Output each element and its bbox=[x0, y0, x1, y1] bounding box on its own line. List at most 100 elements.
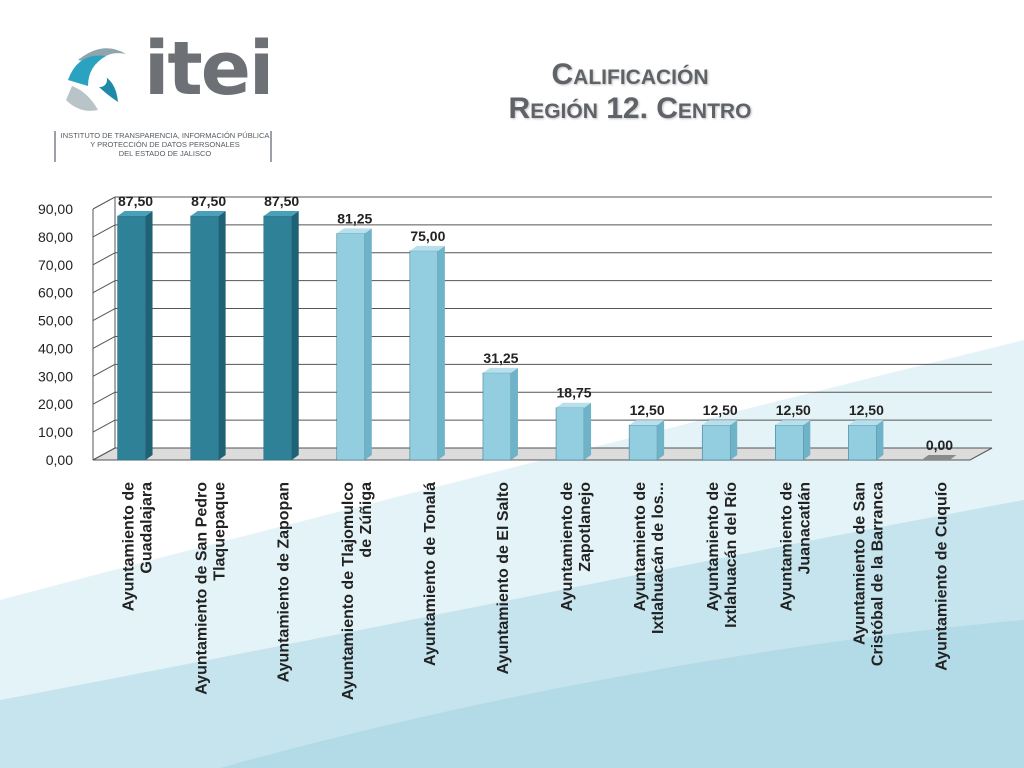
slide-title: Calificación Región 12. Centro bbox=[380, 58, 880, 126]
bar-side bbox=[437, 245, 445, 460]
category-label-line: Ayuntamiento de bbox=[778, 482, 795, 611]
bar-top bbox=[775, 420, 811, 426]
bar-top bbox=[190, 210, 226, 216]
bar-side bbox=[876, 420, 884, 460]
category-label: Ayuntamiento deJuanacatlán bbox=[778, 482, 813, 611]
category-label: Ayuntamiento de San PedroTlaquepaque bbox=[194, 482, 229, 695]
logo-swirl-icon bbox=[66, 48, 126, 111]
y-tick-label: 70,00 bbox=[38, 257, 73, 273]
category-label: Ayuntamiento de Tonalá bbox=[422, 482, 439, 666]
bar-top bbox=[117, 210, 153, 216]
category-label: Ayuntamiento deIxtlahuacán de los... bbox=[632, 482, 667, 634]
category-label: Ayuntamiento deZapotlanejo bbox=[559, 482, 594, 611]
y-tick-label: 20,00 bbox=[38, 396, 73, 412]
bar-top bbox=[336, 228, 372, 234]
data-label: 12,50 bbox=[776, 402, 811, 418]
bar bbox=[555, 407, 585, 461]
data-label: 0,00 bbox=[926, 437, 953, 453]
gridline-side bbox=[92, 391, 116, 405]
bar-zero bbox=[921, 455, 957, 460]
bar bbox=[190, 215, 219, 461]
category-label-line: Cristóbal de la Barranca bbox=[869, 482, 886, 666]
data-label: 87,50 bbox=[264, 193, 299, 209]
category-label-line: Ayuntamiento de bbox=[705, 482, 722, 611]
bar bbox=[848, 424, 877, 461]
bar-side bbox=[584, 402, 592, 460]
gridline-side bbox=[92, 363, 116, 377]
category-label-line: Ayuntamiento de bbox=[121, 482, 138, 611]
category-label-line: Zapotlanejo bbox=[577, 482, 594, 572]
data-label: 87,50 bbox=[191, 193, 226, 209]
y-tick-label: 50,00 bbox=[38, 313, 73, 329]
category-label: Ayuntamiento deIxtlahuacán del Río bbox=[705, 482, 740, 628]
bar-side bbox=[510, 367, 518, 460]
gridline-side bbox=[92, 224, 116, 238]
bar bbox=[775, 424, 804, 461]
background-wave-dark bbox=[220, 620, 1024, 768]
bar bbox=[628, 424, 658, 461]
category-label-line: Juanacatlán bbox=[796, 482, 813, 574]
y-tick-label: 30,00 bbox=[38, 368, 73, 384]
category-label-line: Ixtlahuacán de los... bbox=[650, 482, 667, 634]
logo-divider-left bbox=[54, 131, 56, 162]
category-label-line: de Zúñiga bbox=[358, 482, 375, 558]
category-label-line: Ayuntamiento de Zapopan bbox=[276, 482, 293, 682]
data-label: 31,25 bbox=[483, 350, 518, 366]
logo-institution-name: INSTITUTO DE TRANSPARENCIA, INFORMACIÓN … bbox=[60, 131, 270, 158]
logo-subtitle-line: Y PROTECCIÓN DE DATOS PERSONALES bbox=[90, 140, 240, 149]
data-label: 18,75 bbox=[557, 385, 592, 401]
category-label: Ayuntamiento deGuadalajara bbox=[121, 482, 156, 611]
bar-top bbox=[409, 245, 445, 251]
category-label-line: Tlaquepaque bbox=[212, 482, 229, 581]
bar-chart: 0,00 10,00 20,00 30,00 40,00 50,00 60,00 70,00 8… bbox=[38, 193, 993, 700]
category-label: Ayuntamiento de Tlajomulcode Zúñiga bbox=[340, 482, 375, 700]
bar-top bbox=[848, 420, 884, 426]
logo-wordmark: itei bbox=[144, 26, 274, 112]
gridline-side bbox=[92, 252, 116, 266]
y-tick-label: 0,00 bbox=[46, 452, 73, 468]
bar-side bbox=[145, 210, 153, 460]
data-label: 12,50 bbox=[849, 402, 884, 418]
bar-side bbox=[364, 228, 372, 460]
category-label-line: Ayuntamiento de El Salto bbox=[495, 482, 512, 675]
y-tick-label: 60,00 bbox=[38, 285, 73, 301]
category-label-line: Ayuntamiento de Tlajomulco bbox=[340, 482, 357, 700]
data-label: 75,00 bbox=[410, 228, 445, 244]
gridline-side bbox=[92, 280, 116, 294]
bar-side bbox=[803, 420, 811, 460]
bar bbox=[701, 424, 731, 461]
y-tick-label: 90,00 bbox=[38, 201, 73, 217]
logo-subtitle-line: INSTITUTO DE TRANSPARENCIA, INFORMACIÓN … bbox=[60, 131, 270, 140]
gridline-side bbox=[92, 419, 116, 433]
itei-logo: itei INSTITUTO DE TRANSPARENCIA, INFORMA… bbox=[54, 32, 276, 166]
bar-top bbox=[702, 420, 738, 426]
category-label: Ayuntamiento de SanCristóbal de la Barra… bbox=[851, 482, 886, 666]
y-tick-label: 10,00 bbox=[38, 424, 73, 440]
bar-top bbox=[263, 210, 299, 216]
slide-title-line-1: Calificación bbox=[551, 58, 709, 91]
chart-floor bbox=[92, 447, 993, 461]
slide-title-line-2: Región 12. Centro bbox=[508, 92, 752, 125]
data-label: 12,50 bbox=[630, 402, 665, 418]
bar-side bbox=[291, 210, 299, 460]
bar-side bbox=[218, 210, 226, 460]
bar-top bbox=[629, 420, 665, 426]
category-label: Ayuntamiento de Zapopan bbox=[276, 482, 293, 682]
category-label: Ayuntamiento de Cuquío bbox=[933, 482, 950, 671]
category-label-line: Ayuntamiento de San Pedro bbox=[194, 482, 211, 695]
bar bbox=[117, 215, 146, 461]
category-label-line: Ayuntamiento de Tonalá bbox=[422, 482, 439, 666]
gridline-side bbox=[92, 196, 116, 210]
category-label-line: Guadalajara bbox=[139, 482, 156, 574]
category-label-line: Ixtlahuacán del Río bbox=[723, 482, 740, 628]
category-label-line: Ayuntamiento de Cuquío bbox=[933, 482, 950, 671]
data-label: 12,50 bbox=[703, 402, 738, 418]
y-tick-label: 40,00 bbox=[38, 340, 73, 356]
data-label: 87,50 bbox=[118, 193, 153, 209]
category-label-line: Ayuntamiento de bbox=[559, 482, 576, 611]
bar-top bbox=[556, 402, 592, 408]
bar bbox=[263, 215, 292, 461]
y-tick-label: 80,00 bbox=[38, 229, 73, 245]
logo-subtitle-line: DEL ESTADO DE JALISCO bbox=[118, 149, 212, 158]
